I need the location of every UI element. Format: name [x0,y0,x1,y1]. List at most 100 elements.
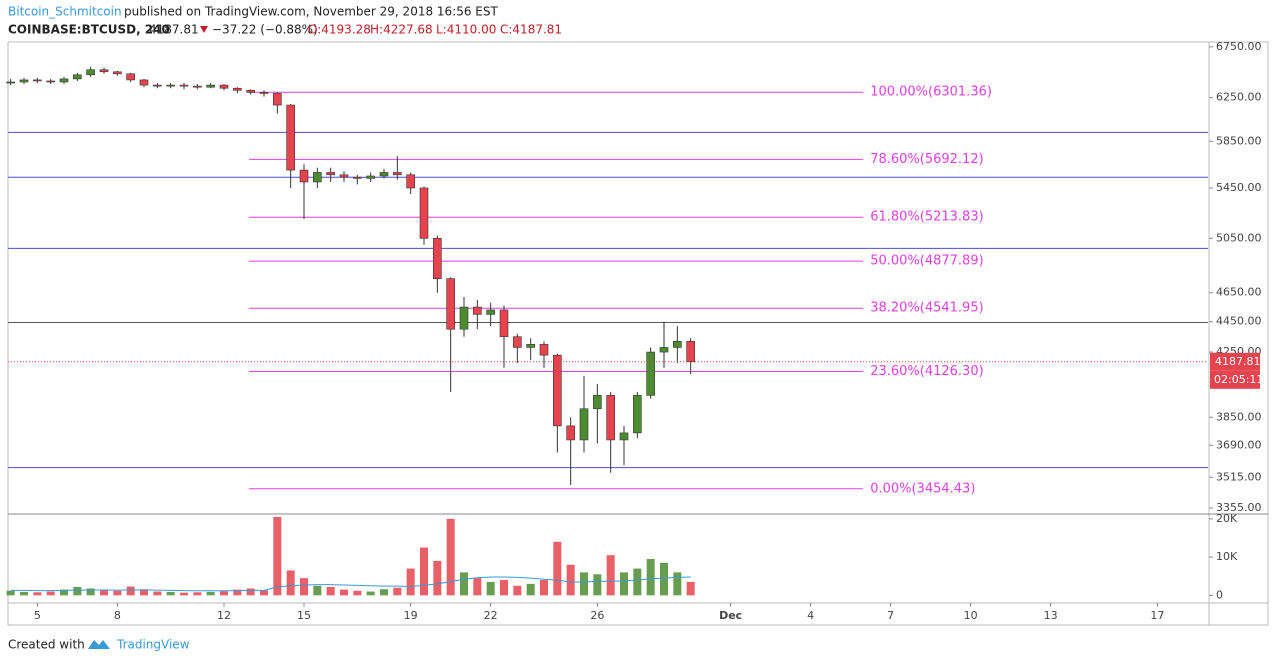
volume-bar [233,589,242,596]
volume-bar [86,588,95,596]
x-tick-label: 22 [484,609,498,622]
x-tick-label: 4 [807,609,814,622]
candle-body [419,187,429,239]
frame [7,41,1269,626]
volume-bar [286,570,295,596]
volume-bar [100,589,108,596]
candle-body [259,92,269,94]
candle-body [113,71,122,75]
down-arrow [200,26,208,33]
volume-bar [393,587,402,596]
volume-bar [246,588,255,596]
candle-body [273,93,282,106]
volume-bar [20,591,28,596]
volume-bar [46,591,55,596]
volume-bar [206,591,215,596]
volume-bar [486,581,495,596]
volume-bar [180,592,188,596]
candle-body [73,74,82,80]
volume-bar [553,541,562,596]
last-price-badge [1210,352,1260,371]
candle-body [459,306,469,330]
volume-bar [193,592,202,596]
x-tick-label: 10 [964,609,978,622]
candle-body [139,79,149,86]
x-tick-label: 12 [217,609,231,622]
x-tick-label: 5 [34,609,41,622]
x-tick-label: 17 [1150,609,1164,622]
volume-bar [6,590,15,596]
volume-bar [153,591,162,596]
footer-brand[interactable]: TradingView [116,638,190,652]
ohlc-close: C:4187.81 [500,23,562,37]
candle-body [446,278,455,330]
volume-bar [446,518,455,596]
volume-bar [220,591,228,596]
last-price-label: 4187.81 [1215,355,1261,368]
y-tick-label: 4650.00 [1216,286,1262,299]
candle-body [633,395,642,434]
x-tick-label: 7 [887,609,894,622]
volume-bar [686,581,695,596]
volume-bar [33,592,42,596]
symbol: COINBASE:BTCUSD, 240 [8,23,170,37]
candle-body [553,354,562,427]
y-tick-label: 3355.00 [1216,501,1262,514]
volume-bar [433,560,442,596]
candle-body [566,425,575,441]
countdown: 02:05:11 [1214,373,1263,386]
candle-body [379,172,389,177]
volume-bar [633,568,642,596]
fib-label: 0.00%(3454.43) [870,481,975,496]
volume-bar [593,574,602,596]
candle-body [166,84,175,87]
candle-body [99,69,109,73]
volume-bar [380,589,388,596]
candle-body [433,237,442,279]
candle-body [393,172,402,176]
change: −37.22 (−0.88%) [212,23,318,37]
volume-bar [620,572,628,596]
candle-body [526,344,535,348]
volume-tick-label: 0 [1216,588,1223,601]
candle-body [499,309,509,338]
volume-bar [673,572,682,596]
volume-bar [273,516,282,596]
candle-body [46,80,55,83]
candle-body [233,87,242,91]
candle-body [286,104,295,171]
volume-bar [580,572,588,596]
candle-body [246,89,255,93]
candle-body [326,172,335,176]
candle-body [19,79,29,83]
candle-body [339,174,349,178]
volume-bar [353,590,362,596]
candle-body [606,395,615,441]
fib-label: 100.00%(6301.36) [870,85,992,100]
footer-created: Created with [8,638,85,652]
candle-body [59,78,69,83]
volume-bar [113,590,122,596]
candle-body [473,306,482,315]
volume-bar [406,568,415,596]
x-tick-label: 13 [1044,609,1058,622]
candle-body [153,84,162,87]
author[interactable]: Bitcoin_Schmitcoin [8,5,122,19]
candle-body [539,344,549,356]
volume-bar [126,586,135,596]
volume-bar [313,585,322,596]
volume-bar [606,555,615,596]
candle-body [686,340,695,363]
candle-body [219,84,229,89]
y-tick-label: 5050.00 [1216,231,1262,244]
volume-bar [660,562,668,596]
y-tick-label: 3850.00 [1216,410,1262,423]
y-tick-label: 5450.00 [1216,181,1262,194]
volume-bar [646,559,655,596]
volume-bar [166,591,175,596]
volume-bar [260,590,268,596]
volume-tick-label: 10K [1216,550,1238,563]
ohlc-high: H:4227.68 [370,23,433,37]
